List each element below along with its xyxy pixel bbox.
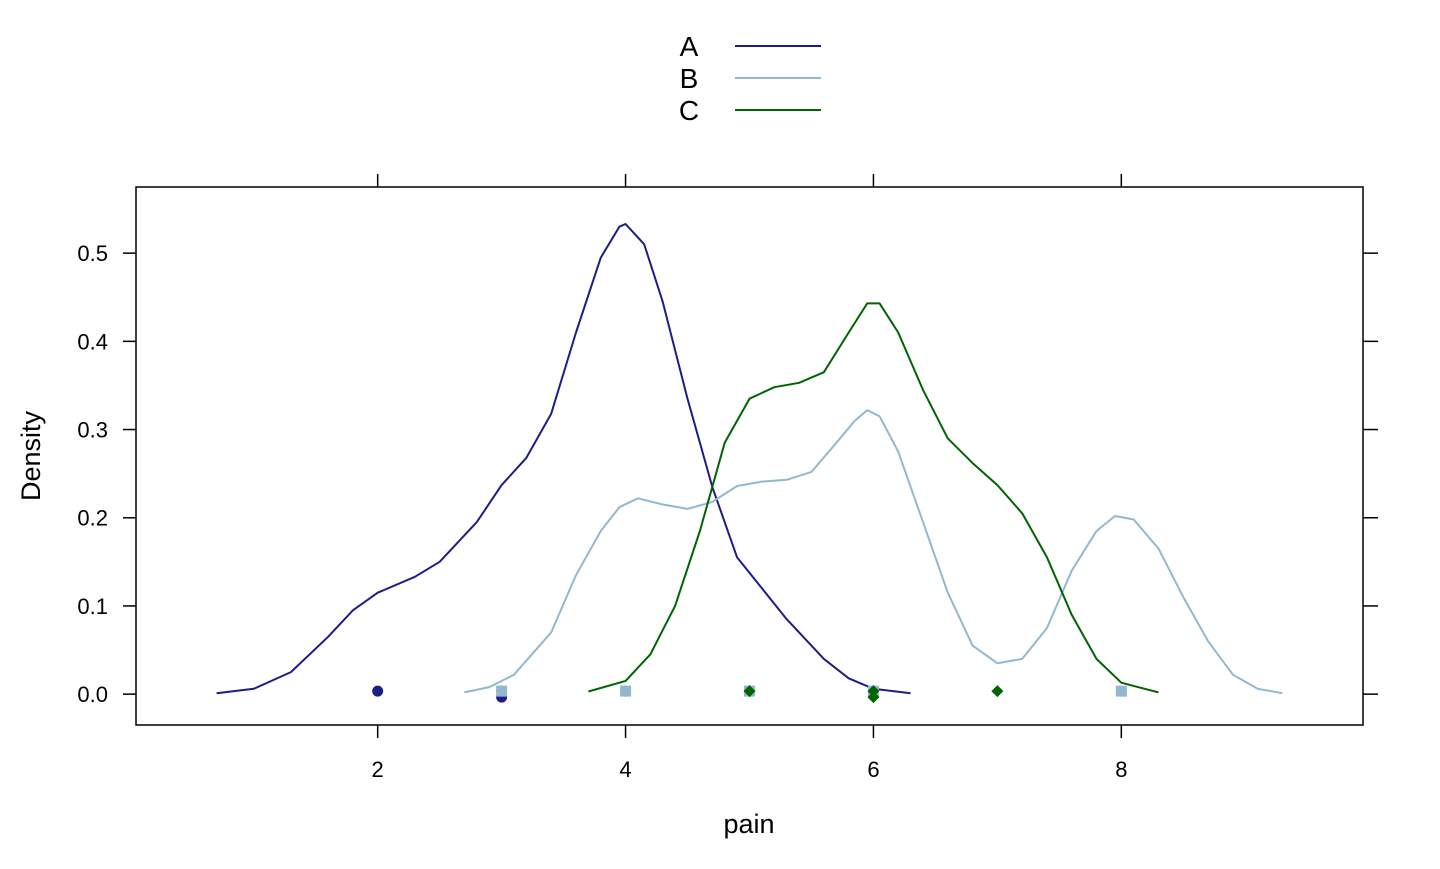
y-tick-label: 0.4 — [77, 329, 108, 354]
y-tick-label: 0.0 — [77, 682, 108, 707]
legend-label-A: A — [680, 31, 699, 62]
x-tick-label: 8 — [1115, 757, 1127, 782]
series-lines — [216, 223, 1283, 695]
y-tick-label: 0.2 — [77, 506, 108, 531]
x-tick-label: 4 — [619, 757, 631, 782]
plot-frame — [135, 186, 1364, 726]
y-tick-label: 0.1 — [77, 594, 108, 619]
axis-ticks: 2 4 6 8 0.0 0.1 0.2 0.3 0.4 0.5 — [77, 174, 1378, 782]
legend: ABC — [679, 31, 821, 126]
x-tick-label: 6 — [867, 757, 879, 782]
density-line-B — [464, 409, 1283, 695]
legend-label-B: B — [680, 63, 699, 94]
x-axis-label: pain — [723, 809, 774, 839]
y-axis-label: Density — [16, 410, 46, 501]
y-tick-label: 0.3 — [77, 418, 108, 443]
rug-point-C — [991, 685, 1004, 698]
legend-label-C: C — [679, 95, 699, 126]
rug-point-C — [743, 685, 756, 698]
y-tick-label: 0.5 — [77, 241, 108, 266]
density-line-C — [588, 302, 1159, 694]
rug-point-B — [496, 685, 508, 697]
rug-point-A — [372, 685, 384, 697]
rug-point-B — [1115, 685, 1127, 697]
density-line-A — [216, 223, 911, 695]
rug-point-C — [867, 691, 880, 704]
rug-points — [372, 685, 1127, 704]
x-tick-label: 2 — [372, 757, 384, 782]
rug-point-B — [620, 685, 632, 697]
